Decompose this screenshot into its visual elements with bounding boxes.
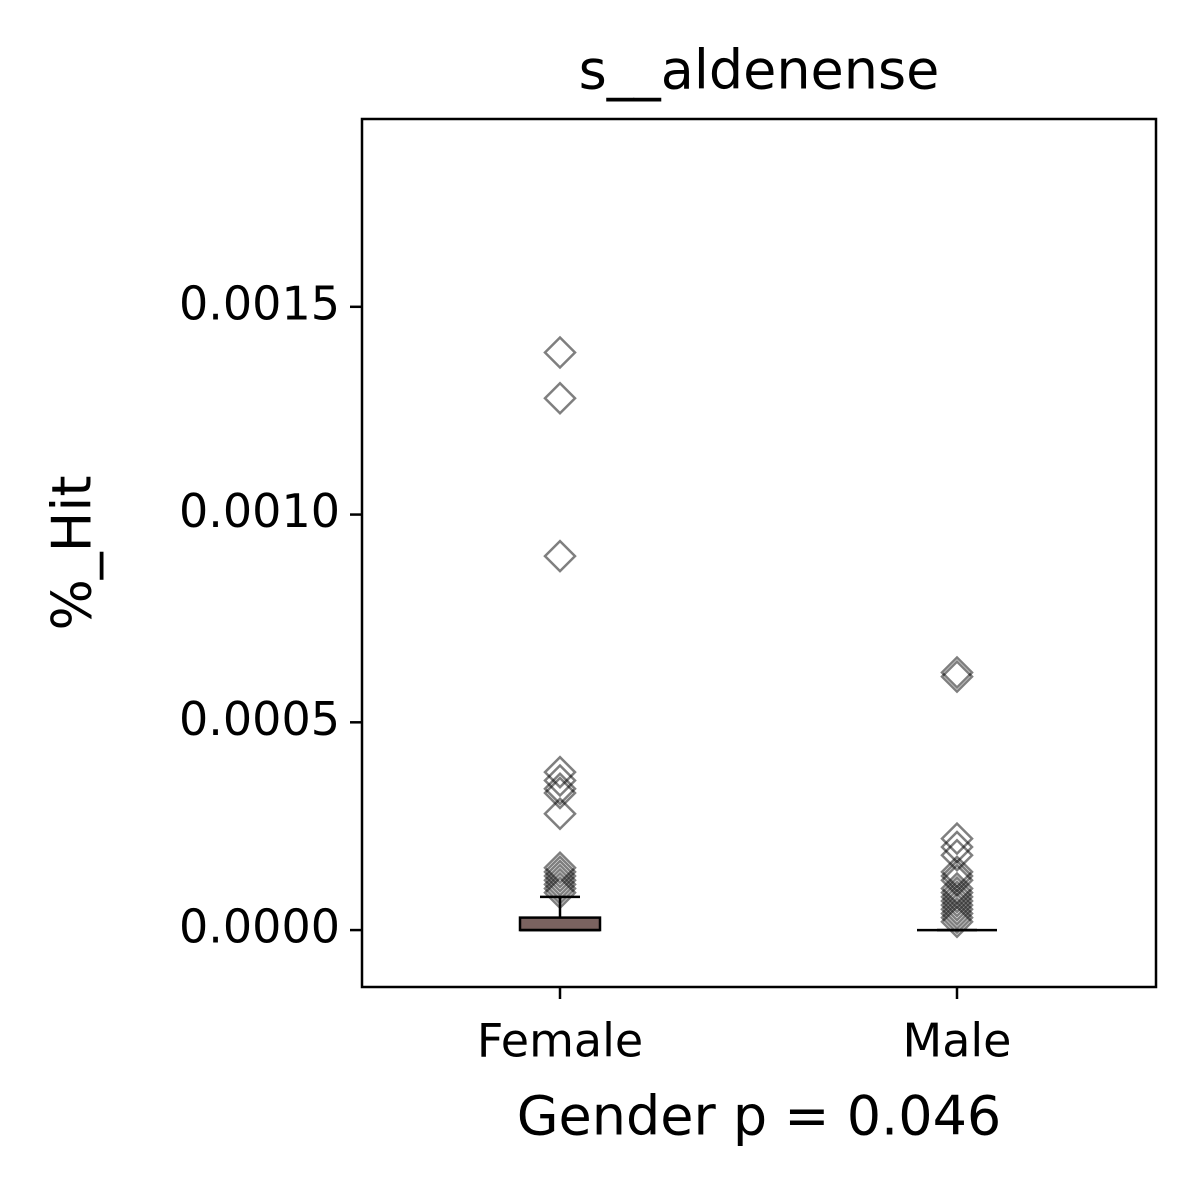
outlier xyxy=(543,763,577,798)
y-tick-label: 0.0015 xyxy=(179,276,340,330)
x-tick-label: Female xyxy=(477,1014,643,1068)
outlier xyxy=(543,855,577,889)
chart-title: s__aldenense xyxy=(579,39,940,102)
outlier xyxy=(543,863,577,897)
outlier xyxy=(940,892,974,927)
x-axis-label: Gender p = 0.046 xyxy=(517,1085,1002,1148)
outlier xyxy=(543,859,577,893)
outlier xyxy=(940,896,974,931)
x-tick-label: Male xyxy=(903,1014,1012,1068)
box xyxy=(518,916,602,932)
outlier xyxy=(543,335,577,370)
outlier xyxy=(940,900,974,935)
outlier xyxy=(543,871,577,906)
outlier xyxy=(543,776,577,810)
outlier xyxy=(940,659,974,694)
outlier xyxy=(543,796,577,831)
outlier xyxy=(543,381,577,415)
outlier xyxy=(940,821,974,856)
outlier xyxy=(940,880,974,914)
outlier xyxy=(940,655,974,690)
outlier xyxy=(940,838,974,873)
y-tick-label: 0.0010 xyxy=(179,484,340,538)
outlier xyxy=(543,867,577,902)
outlier xyxy=(940,888,974,922)
outlier xyxy=(543,755,577,789)
outlier xyxy=(940,884,974,918)
outlier xyxy=(543,539,577,573)
outlier xyxy=(940,904,974,939)
y-axis-label: %_Hit xyxy=(41,475,104,630)
outlier xyxy=(543,850,577,885)
plot-frame xyxy=(360,117,1158,989)
outlier xyxy=(543,875,577,910)
y-tick-label: 0.0000 xyxy=(179,900,340,954)
y-tick-label: 0.0005 xyxy=(179,692,340,746)
outlier xyxy=(543,772,577,806)
